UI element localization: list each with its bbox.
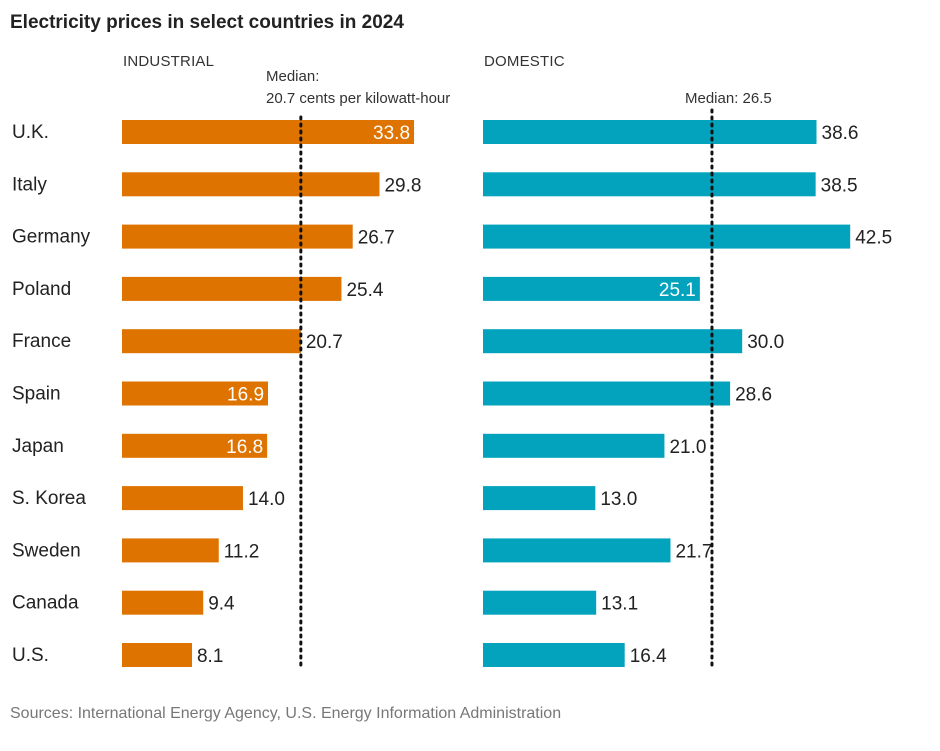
industrial-bar xyxy=(122,433,268,458)
industrial-data-label: 25.4 xyxy=(346,280,383,301)
domestic-data-label: 38.6 xyxy=(822,123,859,144)
industrial-bar xyxy=(122,381,269,406)
industrial-data-label: 16.8 xyxy=(226,437,263,458)
industrial-data-label: 11.2 xyxy=(224,541,260,562)
chart-title: Electricity prices in select countries i… xyxy=(10,12,404,33)
domestic-bar xyxy=(483,276,700,301)
category-label: Poland xyxy=(12,279,71,300)
category-label: Spain xyxy=(12,384,61,405)
source-note: Sources: International Energy Agency, U.… xyxy=(10,705,562,722)
industrial-median-label: Median: 20.7 cents per kilowatt-hour xyxy=(266,66,450,110)
category-label: Germany xyxy=(12,227,91,248)
industrial-median-label-line2: 20.7 cents per kilowatt-hour xyxy=(266,90,451,107)
domestic-bar xyxy=(483,538,671,563)
domestic-bar xyxy=(483,172,816,197)
industrial-bar xyxy=(122,590,204,615)
category-label: France xyxy=(12,331,71,352)
domestic-data-label: 28.6 xyxy=(735,385,772,406)
domestic-data-label: 21.7 xyxy=(675,541,712,562)
domestic-data-label: 13.0 xyxy=(600,489,637,510)
industrial-data-label: 9.4 xyxy=(208,594,235,615)
industrial-data-label: 16.9 xyxy=(227,385,264,406)
domestic-bar xyxy=(483,643,625,667)
domestic-bar xyxy=(483,224,851,249)
category-label: Japan xyxy=(12,436,64,457)
industrial-bar xyxy=(122,329,301,354)
industrial-bar xyxy=(122,538,219,563)
domestic-bar xyxy=(483,590,597,615)
industrial-bar xyxy=(122,643,192,667)
industrial-bar xyxy=(122,120,415,144)
domestic-bar xyxy=(483,433,665,458)
domestic-data-label: 13.1 xyxy=(601,594,638,615)
domestic-panel-label: DOMESTIC xyxy=(484,53,565,70)
domestic-data-label: 38.5 xyxy=(821,175,858,196)
industrial-bar xyxy=(122,276,342,301)
category-label: Italy xyxy=(12,174,47,195)
category-label: Canada xyxy=(12,593,79,614)
industrial-median-label-line1: Median: xyxy=(266,68,320,85)
domestic-bar xyxy=(483,486,596,511)
industrial-bar xyxy=(122,172,380,197)
industrial-data-label: 26.7 xyxy=(358,228,395,249)
category-label: Sweden xyxy=(12,540,81,561)
category-label: U.K. xyxy=(12,122,49,143)
domestic-data-label: 16.4 xyxy=(630,646,667,667)
industrial-bar xyxy=(122,486,243,511)
domestic-bar xyxy=(483,329,743,354)
domestic-bar xyxy=(483,120,817,144)
industrial-data-label: 8.1 xyxy=(197,646,223,667)
domestic-median-label: Median: 26.5 xyxy=(685,90,772,107)
industrial-data-label: 33.8 xyxy=(373,123,410,144)
domestic-bar xyxy=(483,381,731,406)
industrial-data-label: 29.8 xyxy=(384,175,421,196)
domestic-data-label: 21.0 xyxy=(669,437,706,458)
industrial-data-label: 14.0 xyxy=(248,489,285,510)
domestic-data-label: 42.5 xyxy=(855,228,892,249)
industrial-bar xyxy=(122,224,353,249)
category-label: U.S. xyxy=(12,645,49,666)
industrial-data-label: 20.7 xyxy=(306,332,343,353)
domestic-data-label: 25.1 xyxy=(659,280,696,301)
domestic-data-label: 30.0 xyxy=(747,332,784,353)
category-label: S. Korea xyxy=(12,488,86,509)
industrial-panel-label: INDUSTRIAL xyxy=(123,53,215,70)
